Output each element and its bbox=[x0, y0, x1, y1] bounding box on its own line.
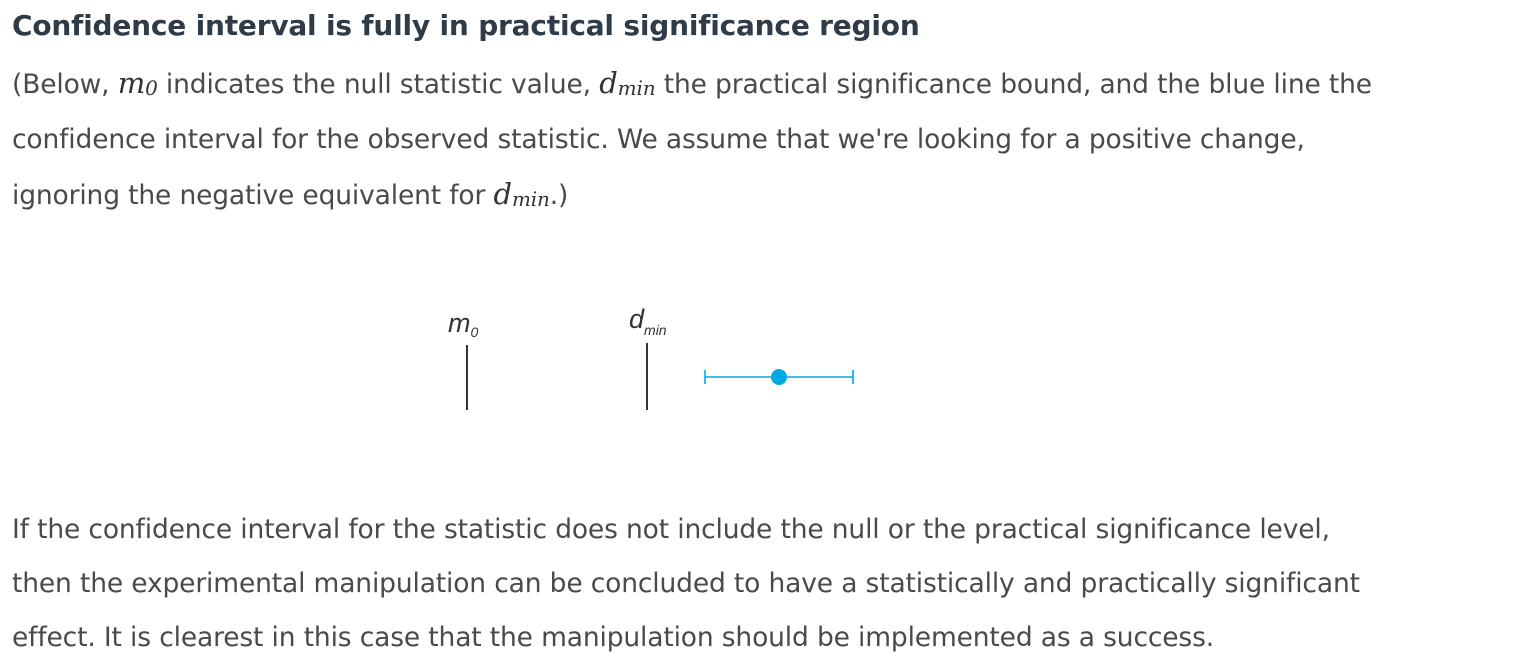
dmin-label: dmin bbox=[629, 304, 667, 338]
outro-line-2: then the experimental manipulation can b… bbox=[12, 568, 1360, 599]
intro-text-3a: ignoring the negative equivalent for bbox=[12, 180, 494, 211]
intro-paragraph: (Below, m0 indicates the null statistic … bbox=[12, 56, 1372, 224]
intro-text-1b: indicates the null statistic value, bbox=[157, 69, 600, 100]
intro-text-1c: the practical significance bound, and th… bbox=[655, 69, 1372, 100]
m0-math-base: m bbox=[117, 66, 146, 100]
section-heading: Confidence interval is fully in practica… bbox=[12, 9, 920, 42]
outro-line-1: If the confidence interval for the stati… bbox=[12, 514, 1330, 545]
ci-point-estimate bbox=[771, 369, 787, 385]
intro-line-1: (Below, m0 indicates the null statistic … bbox=[12, 56, 1372, 113]
intro-line-3: ignoring the negative equivalent for dmi… bbox=[12, 167, 1372, 224]
m0-math-sub: 0 bbox=[145, 76, 158, 100]
intro-text-1a: (Below, bbox=[12, 69, 118, 100]
dmin-math-sub: min bbox=[617, 76, 656, 100]
outro-paragraph: If the confidence interval for the stati… bbox=[12, 503, 1360, 665]
dmin-math-2-sub: min bbox=[511, 187, 550, 211]
m0-label: m0 bbox=[448, 308, 479, 340]
m0-math: m0 bbox=[118, 66, 158, 100]
confidence-interval-diagram: m0 dmin bbox=[448, 304, 854, 410]
dmin-math-2: dmin bbox=[494, 177, 550, 211]
outro-line-3: effect. It is clearest in this case that… bbox=[12, 622, 1215, 653]
dmin-math-base: d bbox=[599, 66, 618, 100]
dmin-math-2-base: d bbox=[493, 177, 513, 211]
intro-text-3b: .) bbox=[549, 180, 569, 211]
intro-line-2: confidence interval for the observed sta… bbox=[12, 124, 1305, 155]
dmin-math: dmin bbox=[599, 66, 655, 100]
